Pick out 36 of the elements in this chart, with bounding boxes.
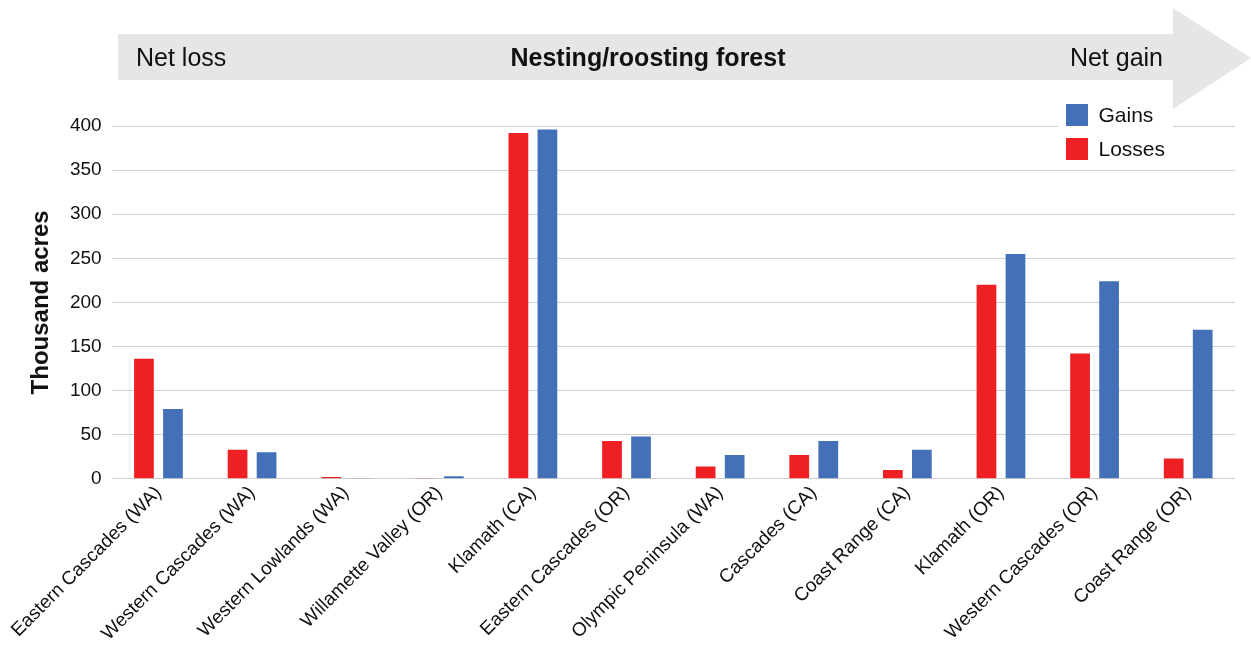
bar xyxy=(912,449,932,479)
y-tick-label: 250 xyxy=(69,246,102,268)
text: Net gain xyxy=(1069,41,1163,73)
y-tick-label: 200 xyxy=(69,290,102,312)
bar xyxy=(1005,253,1026,479)
bar xyxy=(443,476,464,479)
bar xyxy=(695,466,716,479)
bar xyxy=(134,358,154,479)
bar xyxy=(256,452,277,479)
bar xyxy=(1099,281,1119,479)
text: Net loss xyxy=(136,41,227,73)
bar xyxy=(789,454,810,479)
bar xyxy=(1163,458,1184,479)
y-tick-label: 300 xyxy=(69,202,102,224)
bar xyxy=(882,469,903,479)
bar xyxy=(537,129,558,479)
bar xyxy=(724,454,745,479)
bar xyxy=(1192,329,1213,479)
y-tick-label: 400 xyxy=(69,114,102,136)
legend-label: Gains xyxy=(1098,103,1154,127)
bar xyxy=(227,449,248,479)
bar xyxy=(508,133,529,479)
chart-title: Nesting/roosting forest xyxy=(510,42,786,71)
bar xyxy=(976,284,997,479)
y-tick-label: 100 xyxy=(69,378,102,400)
bar xyxy=(1070,353,1090,479)
bar xyxy=(818,440,839,479)
legend-label: Losses xyxy=(1098,137,1165,161)
bar xyxy=(602,440,622,479)
y-tick-label: 350 xyxy=(69,158,102,180)
bar xyxy=(163,409,183,479)
y-axis-title: Thousand acres xyxy=(26,210,54,395)
y-tick-label: 150 xyxy=(69,334,102,356)
bar xyxy=(631,436,651,479)
y-tick-label: 0 xyxy=(91,467,102,489)
y-tick-label: 50 xyxy=(80,422,102,444)
